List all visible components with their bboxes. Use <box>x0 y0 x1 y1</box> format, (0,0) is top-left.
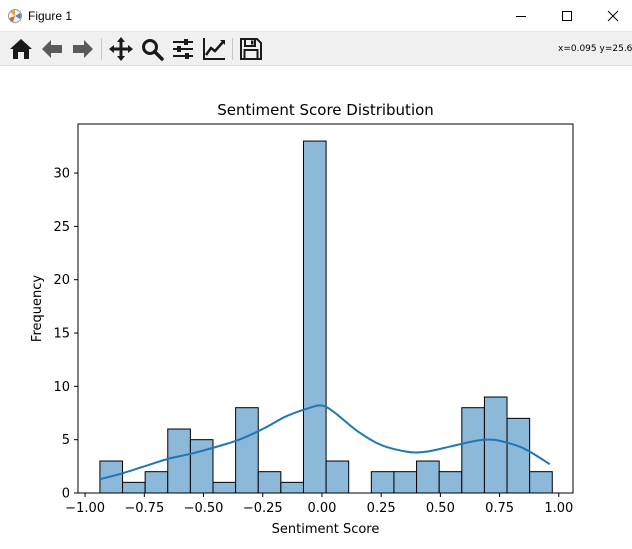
chart-title: Sentiment Score Distribution <box>217 101 434 119</box>
y-tick-label: 30 <box>53 167 70 182</box>
histogram-bar <box>302 140 327 494</box>
y-tick-label: 5 <box>62 433 70 448</box>
histogram-bar <box>461 407 485 494</box>
x-tick-label: −1.00 <box>65 501 105 516</box>
zoom-magnifier-icon <box>142 39 164 61</box>
histogram-bar <box>189 439 214 494</box>
forward-arrow-icon <box>73 40 93 58</box>
x-tick-label: 0.00 <box>307 501 336 516</box>
y-tick-label: 0 <box>62 487 70 502</box>
histogram-bar <box>167 428 191 494</box>
axes-frame <box>77 123 574 494</box>
x-tick-label: 1.00 <box>544 501 573 516</box>
x-tick-label: −0.75 <box>124 501 164 516</box>
home-icon <box>10 39 32 59</box>
minimize-icon <box>516 16 526 17</box>
x-tick-label: −0.25 <box>243 501 283 516</box>
configure-subplots-icon <box>173 39 193 59</box>
x-tick-label: 0.50 <box>426 501 455 516</box>
x-axis-label: Sentiment Score <box>272 522 380 537</box>
y-axis-label: Frequency <box>30 275 45 342</box>
y-tick-label: 25 <box>53 220 70 235</box>
histogram-bar <box>257 471 282 494</box>
navigation-toolbar <box>0 32 632 66</box>
x-tick-label: 0.75 <box>485 501 514 516</box>
x-tick-label: −0.50 <box>184 501 224 516</box>
cursor-coordinates: x=0.095 y=25.61 <box>558 44 632 54</box>
minimize-button[interactable] <box>498 0 544 32</box>
close-button[interactable] <box>590 0 632 32</box>
histogram-bar <box>122 481 146 494</box>
y-tick-label: 20 <box>53 273 70 288</box>
edit-axis-icon <box>203 38 225 60</box>
histogram-bar <box>325 460 350 494</box>
y-axis-ticks: 0 5 10 15 20 25 30 <box>53 167 78 502</box>
forward-button[interactable] <box>70 36 96 62</box>
home-button[interactable] <box>8 36 34 62</box>
histogram-bar <box>483 396 508 494</box>
matplotlib-icon <box>8 9 22 23</box>
close-icon <box>607 10 619 22</box>
figure-canvas[interactable]: −1.00 −0.75 −0.50 −0.25 0.00 0.25 0.50 0.75 1.00… <box>0 66 632 545</box>
maximize-button[interactable] <box>544 0 590 32</box>
x-axis-ticks: −1.00 −0.75 −0.50 −0.25 0.00 0.25 0.50 0.75 1.00 <box>65 493 573 516</box>
save-figure-icon <box>240 38 262 60</box>
kde-curve <box>99 404 551 481</box>
back-arrow-icon <box>42 40 62 58</box>
save-figure-button[interactable] <box>238 36 264 62</box>
pan-move-icon <box>109 37 133 61</box>
y-tick-label: 15 <box>53 327 70 342</box>
y-tick-label: 10 <box>53 380 70 395</box>
histogram-bar <box>438 471 463 494</box>
histogram-bar <box>416 460 440 494</box>
edit-axis-button[interactable] <box>201 36 227 62</box>
histogram-bar <box>212 481 237 494</box>
histogram-bar <box>393 471 418 494</box>
histogram-chart: −1.00 −0.75 −0.50 −0.25 0.00 0.25 0.50 0.75 1.00… <box>30 101 574 537</box>
histogram-bar <box>506 417 531 494</box>
histogram-bar <box>529 471 553 494</box>
pan-button[interactable] <box>108 36 134 62</box>
histogram-bar <box>144 471 169 494</box>
toolbar-separator <box>101 38 102 60</box>
toolbar-separator <box>232 38 233 60</box>
histogram-bar <box>235 407 259 494</box>
back-button[interactable] <box>39 36 65 62</box>
zoom-button[interactable] <box>139 36 165 62</box>
window-titlebar: Figure 1 <box>0 0 632 32</box>
histogram-bar <box>370 471 395 494</box>
configure-subplots-button[interactable] <box>170 36 196 62</box>
histogram-bar <box>280 481 304 494</box>
maximize-icon <box>562 11 572 21</box>
x-tick-label: 0.25 <box>367 501 396 516</box>
window-title: Figure 1 <box>28 9 73 23</box>
